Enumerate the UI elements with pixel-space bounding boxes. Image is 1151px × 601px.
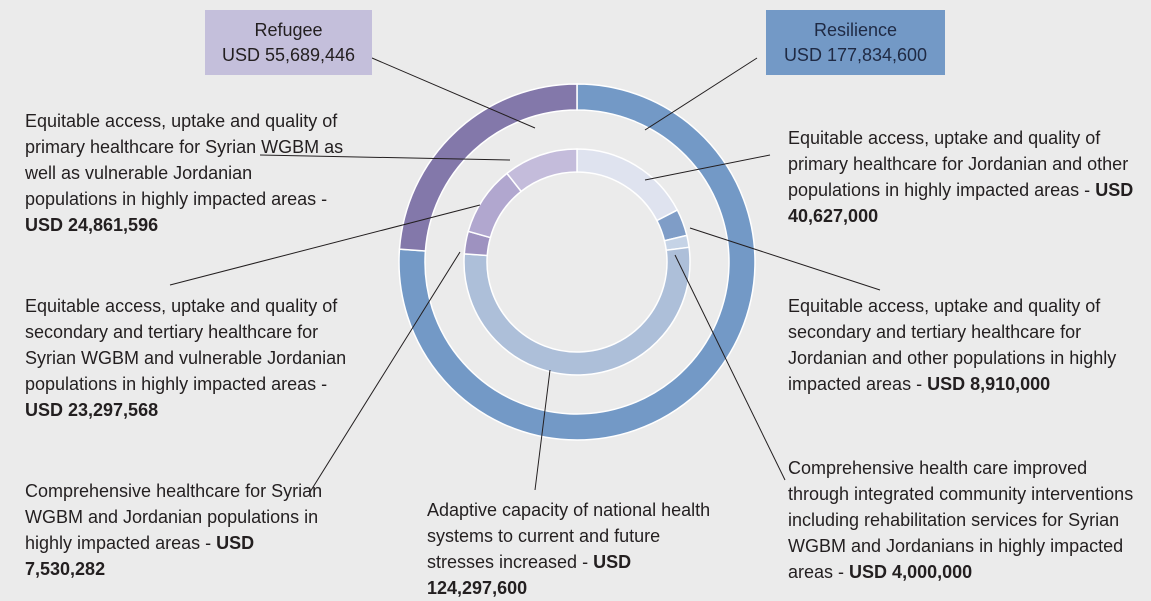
donut-segment [463,246,691,376]
leader-line [689,227,881,291]
segment-description: Equitable access, uptake and quality of … [25,111,344,209]
segment-description: Comprehensive healthcare for Syrian WGBM… [25,481,323,553]
leader-line [371,57,536,129]
group-value: USD 177,834,600 [783,44,928,65]
leader-line [309,251,461,493]
leader-line [534,369,551,491]
leader-line [674,254,786,481]
segment-value: USD 4,000,000 [849,562,973,582]
group-value: USD 55,689,446 [221,44,356,65]
segment-description: Equitable access, uptake and quality of … [788,296,1117,394]
segment-description: Equitable access, uptake and quality of … [788,128,1129,200]
segment-value: USD 24,861,596 [25,215,159,235]
segment-label: Comprehensive health care improved throu… [788,455,1143,585]
segment-value: USD 40,627,000 [788,180,1134,226]
segment-label: Comprehensive healthcare for Syrian WGBM… [25,478,325,582]
leader-line [169,204,481,286]
segment-label: Adaptive capacity of national health sys… [427,497,727,601]
segment-label: Equitable access, uptake and quality of … [25,293,360,423]
segment-description: Comprehensive health care improved throu… [788,458,1134,582]
page: {"chart_data": {"type": "nested-donut", … [25,10,1148,598]
segment-value: USD 23,297,568 [25,400,159,420]
segment-value: USD 8,910,000 [927,374,1051,394]
group-name: Resilience [813,19,898,40]
group-box: Resilience USD 177,834,600 [766,10,945,75]
leader-line [644,154,771,181]
donut-segment [576,148,679,222]
segment-label: Equitable access, uptake and quality of … [25,108,345,238]
donut-segment [398,83,578,252]
leader-line [644,57,758,131]
segment-label: Equitable access, uptake and quality of … [788,293,1148,397]
group-box: Refugee USD 55,689,446 [205,10,372,75]
donut-segment [467,172,523,239]
group-name: Refugee [254,19,323,40]
segment-label: Equitable access, uptake and quality of … [788,125,1138,229]
segment-description: Equitable access, uptake and quality of … [25,296,347,394]
donut-segment [398,83,756,441]
segment-description: Adaptive capacity of national health sys… [427,500,711,572]
chart [169,57,881,493]
leader-line [259,154,511,161]
donut-segment [505,148,578,193]
